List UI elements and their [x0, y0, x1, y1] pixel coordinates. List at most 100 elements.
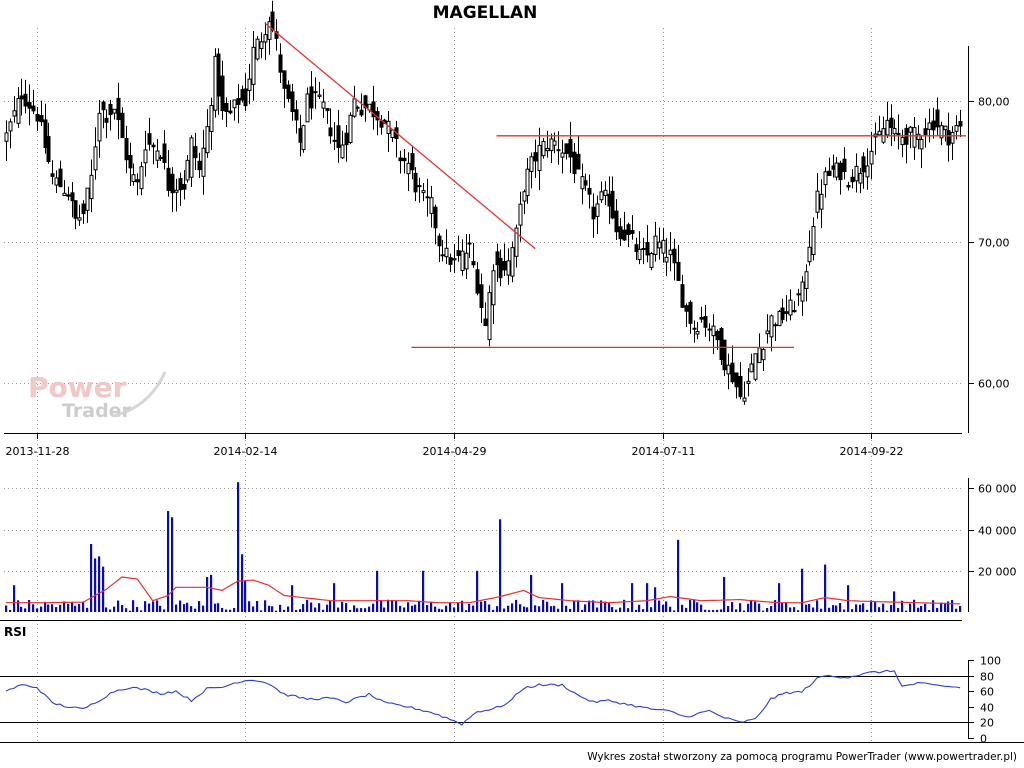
- volume-bar-97: [380, 600, 383, 612]
- candle-body-240: [931, 120, 936, 131]
- volume-bar-196: [762, 610, 765, 612]
- candle-56: [220, 60, 225, 120]
- candle-body-138: [537, 144, 542, 171]
- candle-197: [765, 314, 770, 344]
- volume-bar-197: [766, 608, 769, 612]
- volume-bar-190: [739, 603, 742, 612]
- candle-body-65: [255, 38, 260, 60]
- candle-body-150: [583, 180, 588, 186]
- candle-body-14: [58, 168, 63, 188]
- candle-236: [916, 125, 921, 150]
- candle-38: [151, 142, 156, 165]
- panel-frames: [0, 46, 1024, 743]
- candle-157: [610, 176, 615, 220]
- candle-124: [483, 302, 488, 327]
- candle-body-206: [800, 281, 805, 302]
- candle-body-79: [309, 86, 314, 109]
- candle-215: [834, 157, 839, 181]
- candle-body-57: [224, 102, 229, 112]
- candle-237: [919, 135, 924, 169]
- candle-body-38: [151, 144, 156, 148]
- volume-bar-241: [936, 607, 939, 612]
- volume-bar-88: [345, 603, 348, 612]
- volume-bar-105: [411, 605, 414, 612]
- candle-170: [661, 227, 666, 263]
- candle-body-67: [263, 34, 268, 43]
- volume-bar-149: [581, 609, 584, 612]
- candle-153: [595, 195, 600, 235]
- volume-bar-238: [924, 603, 927, 612]
- candle-117: [456, 235, 461, 262]
- candle-body-164: [637, 248, 642, 260]
- candle-138: [537, 127, 542, 191]
- candle-235: [912, 116, 917, 160]
- candle-body-216: [838, 162, 843, 181]
- candle-107: [417, 177, 422, 203]
- candle-body-52: [205, 126, 210, 154]
- candle-95: [371, 85, 376, 130]
- candle-body-50: [197, 160, 202, 171]
- candle-body-172: [668, 249, 673, 256]
- volume-bar-170: [662, 604, 665, 612]
- candle-body-69: [270, 11, 275, 31]
- candle-7: [31, 89, 36, 115]
- candle-85: [332, 122, 337, 150]
- volume-bar-140: [546, 601, 549, 612]
- volume-bar-123: [480, 601, 483, 612]
- candle-body-176: [684, 305, 689, 312]
- candle-body-10: [43, 119, 48, 149]
- candle-body-192: [746, 380, 751, 384]
- volume-bar-1: [9, 609, 12, 612]
- candle-0: [4, 120, 9, 161]
- volume-bar-160: [623, 599, 626, 612]
- candle-48: [189, 135, 194, 187]
- candle-216: [838, 160, 843, 195]
- volume-bar-70: [275, 610, 278, 612]
- candle-body-196: [761, 348, 766, 361]
- volume-bar-243: [944, 603, 947, 612]
- candle-239: [927, 108, 932, 143]
- volume-bar-94: [368, 606, 371, 612]
- volume-bar-73: [287, 606, 290, 612]
- candle-90: [352, 85, 357, 118]
- candle-body-194: [753, 353, 758, 380]
- candle-14: [58, 160, 63, 188]
- candle-87: [340, 130, 345, 159]
- candle-body-235: [912, 127, 917, 148]
- volume-bar-12: [51, 604, 54, 612]
- candle-109: [425, 178, 430, 217]
- candle-body-237: [919, 139, 924, 150]
- volume-bar-117: [457, 602, 460, 612]
- volume-bar-58: [229, 609, 232, 612]
- candle-105: [410, 146, 415, 180]
- candle-17: [70, 182, 75, 218]
- candle-175: [680, 274, 685, 309]
- candle-84: [328, 108, 333, 144]
- rsi-panel: [0, 669, 968, 726]
- volume-bar-40: [159, 605, 162, 612]
- candle-228: [885, 101, 890, 138]
- candle-body-162: [630, 230, 635, 234]
- candle-219: [850, 169, 855, 189]
- candle-body-33: [131, 174, 136, 182]
- volume-bar-186: [723, 576, 726, 612]
- volume-bar-83: [326, 604, 329, 612]
- candle-body-232: [900, 136, 905, 146]
- candle-2: [12, 96, 17, 123]
- volume-bar-148: [577, 600, 580, 612]
- volume-bar-101: [395, 600, 398, 612]
- volume-bar-139: [542, 599, 545, 612]
- candle-body-222: [861, 156, 866, 173]
- candle-5: [23, 79, 28, 114]
- price-ytick-label-2: 80,00: [978, 96, 1010, 109]
- candle-33: [131, 163, 136, 186]
- candle-233: [904, 124, 909, 164]
- volume-bar-141: [550, 606, 553, 612]
- candle-26: [104, 109, 109, 139]
- candle-body-226: [877, 130, 882, 136]
- candle-body-241: [935, 109, 940, 128]
- candle-102: [398, 150, 403, 174]
- rsi-ytick-label-5: 100: [980, 655, 1001, 668]
- volume-bar-50: [198, 601, 201, 612]
- candle-211: [819, 179, 824, 229]
